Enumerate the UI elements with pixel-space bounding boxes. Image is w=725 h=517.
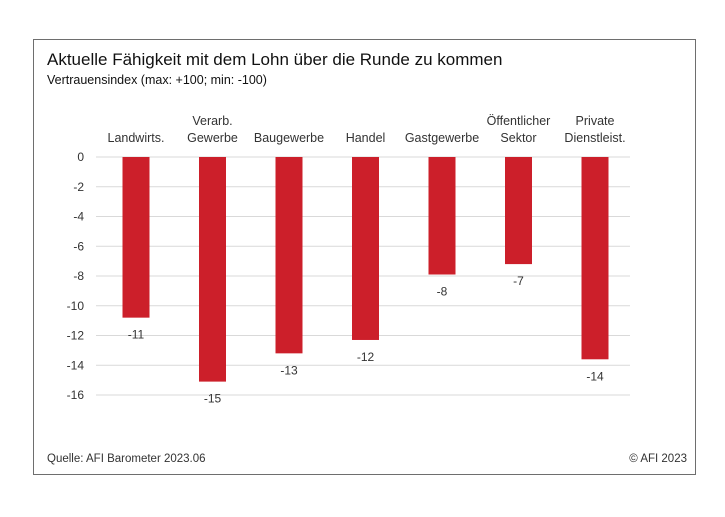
bar [505,157,532,265]
y-tick-label: 0 [77,150,84,164]
chart-title: Aktuelle Fähigkeit mit dem Lohn über die… [47,50,503,69]
y-tick-label: -8 [73,269,84,283]
y-tick-label: -6 [73,239,84,253]
y-tick-label: -4 [73,210,84,224]
data-label: -13 [280,363,298,377]
y-tick-label: -10 [67,299,85,313]
data-label: -12 [357,350,375,364]
y-tick-label: -16 [67,388,85,402]
data-label: -15 [204,392,222,406]
y-tick-label: -14 [67,358,85,372]
bar [581,157,609,360]
copyright-note: © AFI 2023 [629,453,687,465]
category-label: Dienstleist. [564,131,625,145]
data-label: -14 [586,369,604,383]
category-label: Handel [346,131,386,145]
category-label: Baugewerbe [254,131,324,145]
category-label: Öffentlicher [487,114,551,128]
category-label: Gewerbe [187,131,238,145]
y-tick-label: -2 [73,180,84,194]
data-label: -11 [128,328,145,342]
data-label: -7 [513,274,524,288]
category-label: Landwirts. [108,131,165,145]
source-note: Quelle: AFI Barometer 2023.06 [47,453,206,465]
bar [122,157,150,318]
bar [352,157,379,340]
category-label: Verarb. [192,114,232,128]
data-label: -8 [437,285,448,299]
bar [275,157,303,354]
bar [428,157,456,275]
category-label: Private [576,114,615,128]
bar [199,157,226,382]
y-tick-label: -12 [67,329,85,343]
chart-subtitle: Vertrauensindex (max: +100; min: -100) [47,73,267,87]
category-label: Sektor [500,131,536,145]
category-label: Gastgewerbe [405,131,479,145]
